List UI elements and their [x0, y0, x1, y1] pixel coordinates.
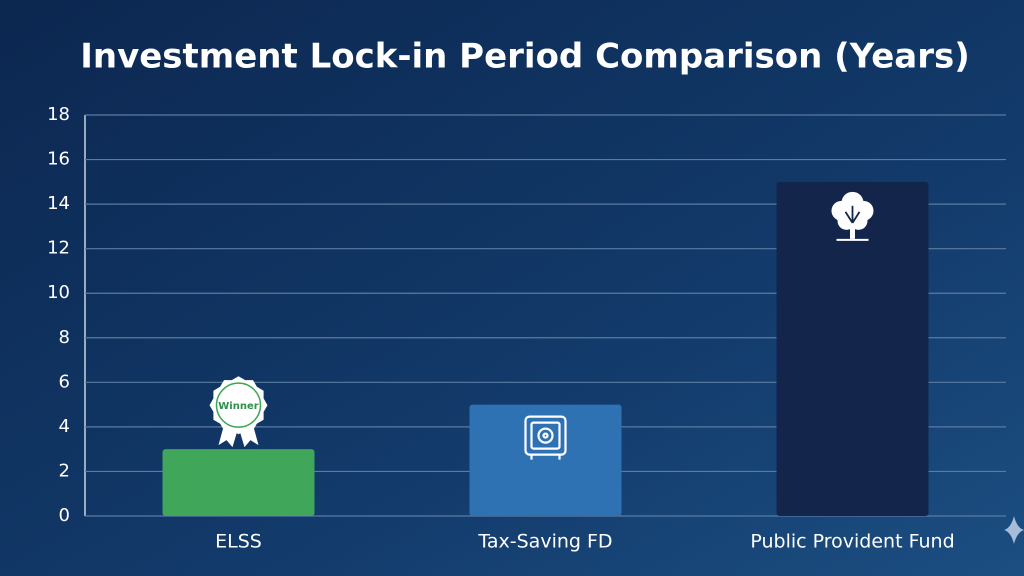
tree-icon — [831, 191, 874, 241]
y-tick-label: 2 — [59, 460, 70, 481]
y-tick-label: 16 — [47, 149, 70, 170]
bar — [469, 404, 622, 516]
y-tick-label: 8 — [59, 327, 70, 348]
x-tick-label: Public Provident Fund — [750, 531, 954, 553]
safe-door — [530, 421, 561, 450]
winner-badge: Winner — [209, 376, 268, 448]
safe-dial-center — [542, 432, 549, 439]
safe-icon — [524, 415, 567, 460]
badge-label: Winner — [218, 401, 258, 412]
bar — [162, 449, 315, 516]
y-tick-label: 4 — [59, 416, 70, 437]
safe-dial — [537, 427, 554, 444]
y-tick-label: 10 — [47, 282, 70, 303]
safe-body — [524, 415, 567, 456]
x-tick-label: ELSS — [215, 531, 262, 553]
badge-rosette — [209, 376, 268, 435]
chart-title: Investment Lock-in Period Comparison (Ye… — [80, 37, 970, 77]
tree-branch — [844, 211, 854, 224]
y-tick-label: 12 — [47, 238, 70, 259]
y-tick-label: 18 — [47, 104, 70, 125]
y-tick-label: 6 — [59, 371, 70, 392]
y-tick-label: 14 — [47, 193, 70, 214]
tree-branch — [851, 211, 861, 224]
x-tick-label: Tax-Saving FD — [477, 531, 612, 553]
sparkle-icon — [1004, 516, 1024, 544]
tree-trunk — [850, 222, 855, 239]
y-tick-label: 0 — [59, 505, 70, 526]
bar — [776, 181, 929, 517]
badge-ring — [215, 382, 262, 428]
